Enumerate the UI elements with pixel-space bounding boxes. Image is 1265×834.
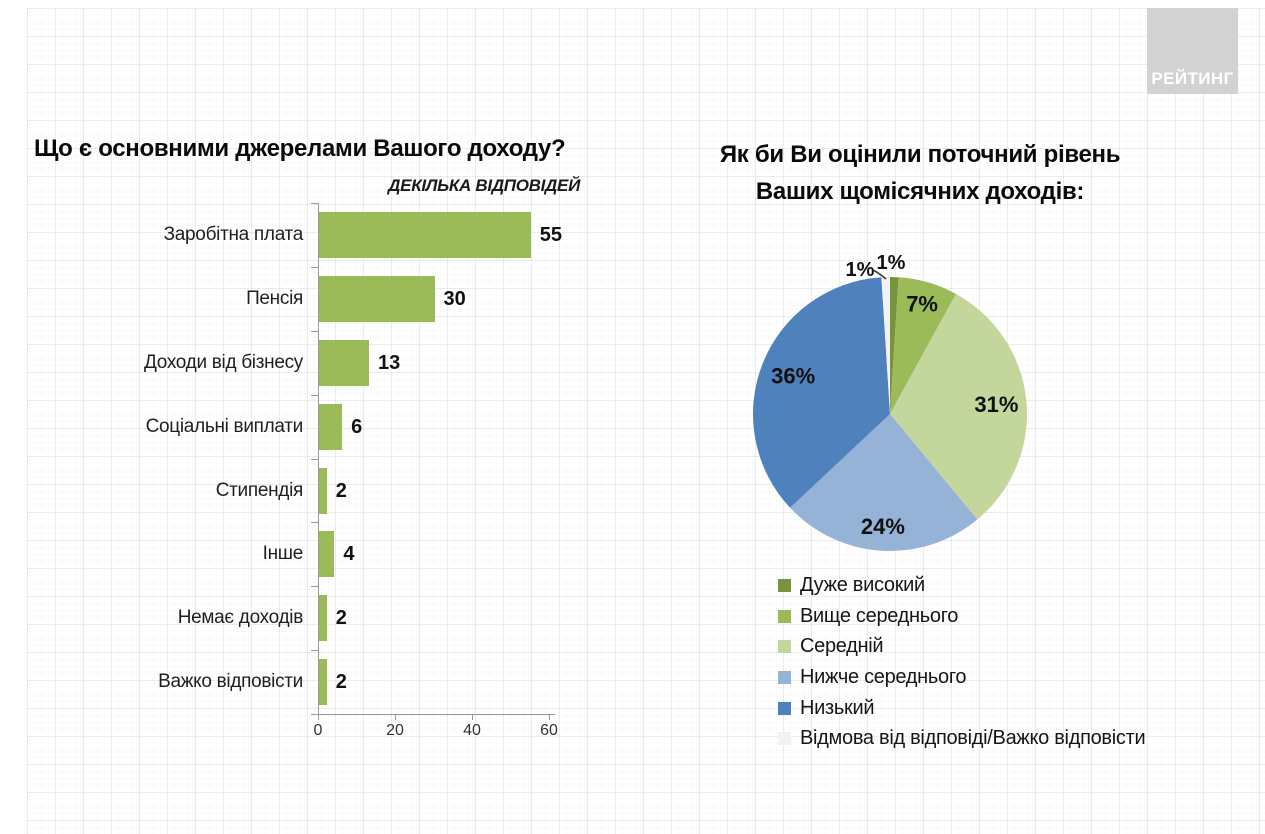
pie-slice: [753, 277, 890, 508]
legend-row: Вище середнього: [778, 601, 1248, 632]
bar: [319, 659, 327, 706]
category-axis-tick: [311, 458, 318, 460]
category-label: Інше: [262, 543, 304, 565]
value-axis-tick-label: 0: [313, 722, 323, 739]
bar-value-label: 2: [335, 479, 347, 502]
legend-label: Відмова від відповіді/Важко відповісти: [800, 727, 1146, 750]
legend-row: Нижче середнього: [778, 662, 1248, 693]
value-axis-tick: [395, 714, 396, 720]
category-axis-tick: [311, 522, 318, 524]
pie-data-label: 7%: [906, 292, 938, 317]
pie-slice: [881, 277, 890, 414]
legend-label: Середній: [800, 635, 884, 658]
value-axis-tick-label: 60: [540, 722, 558, 739]
pie-chart: 1%7%31%24%36%1%: [753, 252, 1027, 552]
category-axis-tick: [311, 714, 318, 715]
pie-chart-title: Як би Ви оцінили поточний рівень Ваших щ…: [690, 136, 1150, 210]
value-axis-tick: [472, 714, 473, 720]
pie-slice: [890, 277, 899, 414]
pie-data-label: 31%: [974, 392, 1018, 417]
legend-label: Низький: [800, 696, 875, 719]
bar-chart-subtitle: ДЕКІЛЬКА ВІДПОВІДЕЙ: [388, 176, 580, 195]
legend-swatch: [778, 578, 791, 592]
legend-row: Відмова від відповіді/Важко відповісти: [778, 723, 1248, 754]
category-axis-tick: [311, 330, 318, 332]
bar: [319, 339, 370, 386]
value-axis-tick: [549, 714, 550, 720]
rating-logo: РЕЙТИНГ: [1147, 8, 1238, 94]
legend-label: Вище середнього: [800, 604, 959, 627]
legend-swatch: [778, 640, 791, 654]
bar: [319, 531, 335, 578]
bar-value-label: 2: [335, 607, 347, 630]
bar-value-label: 2: [335, 671, 347, 694]
bar: [319, 212, 531, 258]
legend-row: Дуже високий: [778, 570, 1248, 601]
pie-slice: [890, 277, 956, 414]
legend-row: Середній: [778, 631, 1248, 662]
bar-value-label: 30: [443, 287, 466, 310]
bar-value-label: 4: [343, 543, 355, 566]
legend-swatch: [778, 732, 791, 746]
pie-slice: [790, 414, 978, 552]
category-axis-tick: [311, 586, 318, 588]
pie-chart-title-line1: Як би Ви оцінили поточний рівень: [719, 141, 1121, 168]
pie-data-label: 24%: [861, 514, 905, 539]
pie-data-label: 1%: [877, 252, 906, 274]
bar-chart-title: Що є основними джерелами Вашого доходу?: [34, 135, 566, 162]
category-axis-tick: [311, 266, 318, 268]
pie-data-label: 1%: [846, 259, 875, 281]
category-label: Соціальні виплати: [145, 415, 304, 437]
bar-value-label: 6: [351, 415, 363, 438]
pie-data-label: 36%: [771, 364, 815, 389]
category-axis-tick: [311, 203, 318, 204]
category-axis-line: [318, 203, 319, 714]
bar-value-label: 55: [539, 224, 562, 246]
category-axis-tick: [311, 650, 318, 652]
rating-logo-label: РЕЙТИНГ: [1151, 69, 1234, 88]
legend-label: Дуже високий: [800, 573, 925, 596]
category-axis-tick: [311, 394, 318, 396]
bar: [319, 595, 327, 642]
legend-label: Нижче середнього: [800, 665, 967, 688]
category-label: Пенсія: [246, 287, 303, 309]
bar: [319, 467, 327, 514]
bar: [319, 275, 435, 322]
bar-value-label: 13: [378, 351, 401, 374]
pie-chart-title-line2: Ваших щомісячних доходів:: [755, 178, 1085, 205]
category-label: Немає доходів: [177, 607, 304, 629]
legend-swatch: [778, 609, 791, 623]
bar-chart-plot: Заробітна плата 55 Пенсія 30 Доходи від бізн…: [0, 0, 640, 780]
category-label: Заробітна плата: [163, 224, 304, 245]
value-axis-tick: [318, 714, 319, 720]
category-label: Стипендія: [215, 479, 304, 501]
pie-legend: Дуже високий Вище середнього Середній Нижче…: [778, 570, 1248, 754]
pie-slice: [890, 293, 1027, 520]
category-label: Доходи від бізнесу: [143, 351, 303, 373]
legend-swatch: [778, 670, 791, 684]
category-label: Важко відповісти: [158, 671, 303, 693]
pie-label-leader-line: [872, 269, 887, 280]
legend-row: Низький: [778, 693, 1248, 724]
value-axis-line: [318, 714, 555, 715]
value-axis-tick-label: 40: [463, 722, 481, 739]
value-axis-tick-label: 20: [386, 722, 404, 739]
legend-swatch: [778, 701, 791, 715]
bar: [319, 403, 343, 450]
